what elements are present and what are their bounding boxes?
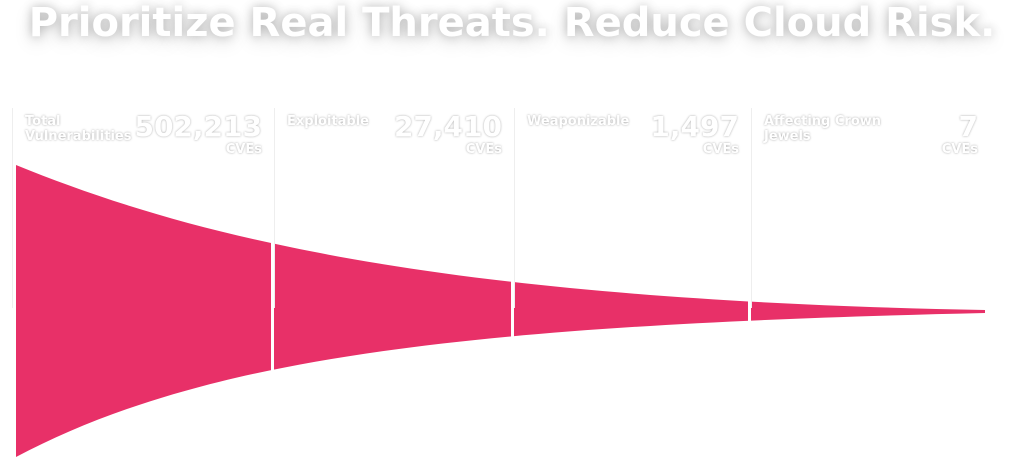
funnel-gap: [271, 100, 274, 460]
funnel-gap: [748, 100, 751, 460]
funnel-gap: [511, 100, 514, 460]
stage-label: Total Vulnerabilities: [25, 114, 132, 144]
stage-unit: CVEs: [702, 142, 739, 157]
stage: Total Vulnerabilities 502,213 CVEs: [12, 108, 272, 308]
stage: Affecting Crown Jewels 7 CVEs: [751, 108, 988, 308]
title: Prioritize Real Threats. Reduce Cloud Ri…: [28, 0, 996, 46]
stage-unit: CVEs: [941, 142, 978, 157]
stage-value: 7: [958, 110, 978, 143]
stage-value: 1,497: [650, 110, 739, 143]
stage-value: 502,213: [134, 110, 262, 143]
stage-unit: CVEs: [465, 142, 502, 157]
stage: Exploitable 27,410 CVEs: [274, 108, 512, 308]
stage-value: 27,410: [393, 110, 502, 143]
funnel-shape: [16, 165, 985, 457]
stage-label: Exploitable: [287, 114, 369, 129]
stage-label: Weaponizable: [527, 114, 630, 129]
stage-label: Affecting Crown Jewels: [764, 114, 882, 144]
stage-unit: CVEs: [225, 142, 262, 157]
stage: Weaponizable 1,497 CVEs: [514, 108, 749, 308]
